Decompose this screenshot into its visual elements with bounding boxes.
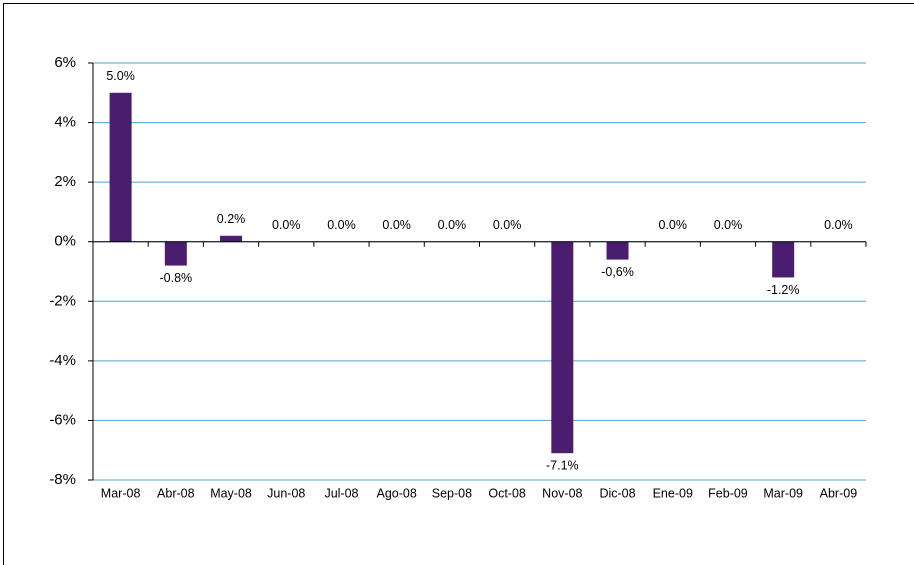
y-tick-label: 0% bbox=[54, 233, 76, 250]
bar bbox=[220, 235, 243, 242]
x-tick-label: Ago-08 bbox=[377, 486, 417, 500]
x-tick-label: Dic-08 bbox=[599, 486, 635, 500]
bar bbox=[606, 241, 629, 260]
x-tick-label: Abr-08 bbox=[157, 486, 195, 500]
x-tick-label: Jun-08 bbox=[267, 486, 305, 500]
y-tick-label: -8% bbox=[49, 471, 76, 488]
value-label: 0.0% bbox=[327, 218, 356, 232]
y-tick-label: -6% bbox=[49, 411, 76, 428]
bar bbox=[551, 241, 574, 454]
x-tick-label: Mar-09 bbox=[763, 486, 803, 500]
x-tick-label: Sep-08 bbox=[432, 486, 472, 500]
y-tick-label: -4% bbox=[49, 352, 76, 369]
bar bbox=[772, 241, 795, 278]
value-label: -1.2% bbox=[767, 283, 800, 297]
y-tick-label: 6% bbox=[54, 54, 76, 71]
x-tick-label: Feb-09 bbox=[708, 486, 748, 500]
value-label: 0.0% bbox=[493, 218, 522, 232]
value-label: 0.0% bbox=[714, 218, 743, 232]
value-label: 0.0% bbox=[659, 218, 688, 232]
value-label: 0.2% bbox=[217, 212, 246, 226]
value-label: -7.1% bbox=[546, 458, 579, 472]
value-label: 0.0% bbox=[824, 218, 853, 232]
x-tick-label: Nov-08 bbox=[542, 486, 582, 500]
value-label: 0.0% bbox=[272, 218, 301, 232]
chart-border bbox=[3, 3, 914, 565]
value-label: -0.8% bbox=[159, 271, 192, 285]
y-tick-label: -2% bbox=[49, 292, 76, 309]
bar bbox=[109, 92, 132, 242]
x-tick-label: Oct-08 bbox=[488, 486, 526, 500]
value-label: 5.0% bbox=[106, 69, 135, 83]
y-tick-label: 4% bbox=[54, 114, 76, 131]
x-tick-label: Jul-08 bbox=[324, 486, 358, 500]
x-tick-label: Abr-09 bbox=[820, 486, 858, 500]
value-label: -0,6% bbox=[601, 265, 634, 279]
value-label: 0.0% bbox=[438, 218, 467, 232]
x-tick-label: Mar-08 bbox=[101, 486, 141, 500]
bar bbox=[164, 241, 187, 266]
value-label: 0.0% bbox=[382, 218, 411, 232]
y-tick-label: 2% bbox=[54, 173, 76, 190]
x-tick-label: Ene-09 bbox=[653, 486, 693, 500]
x-tick-label: May-08 bbox=[210, 486, 252, 500]
